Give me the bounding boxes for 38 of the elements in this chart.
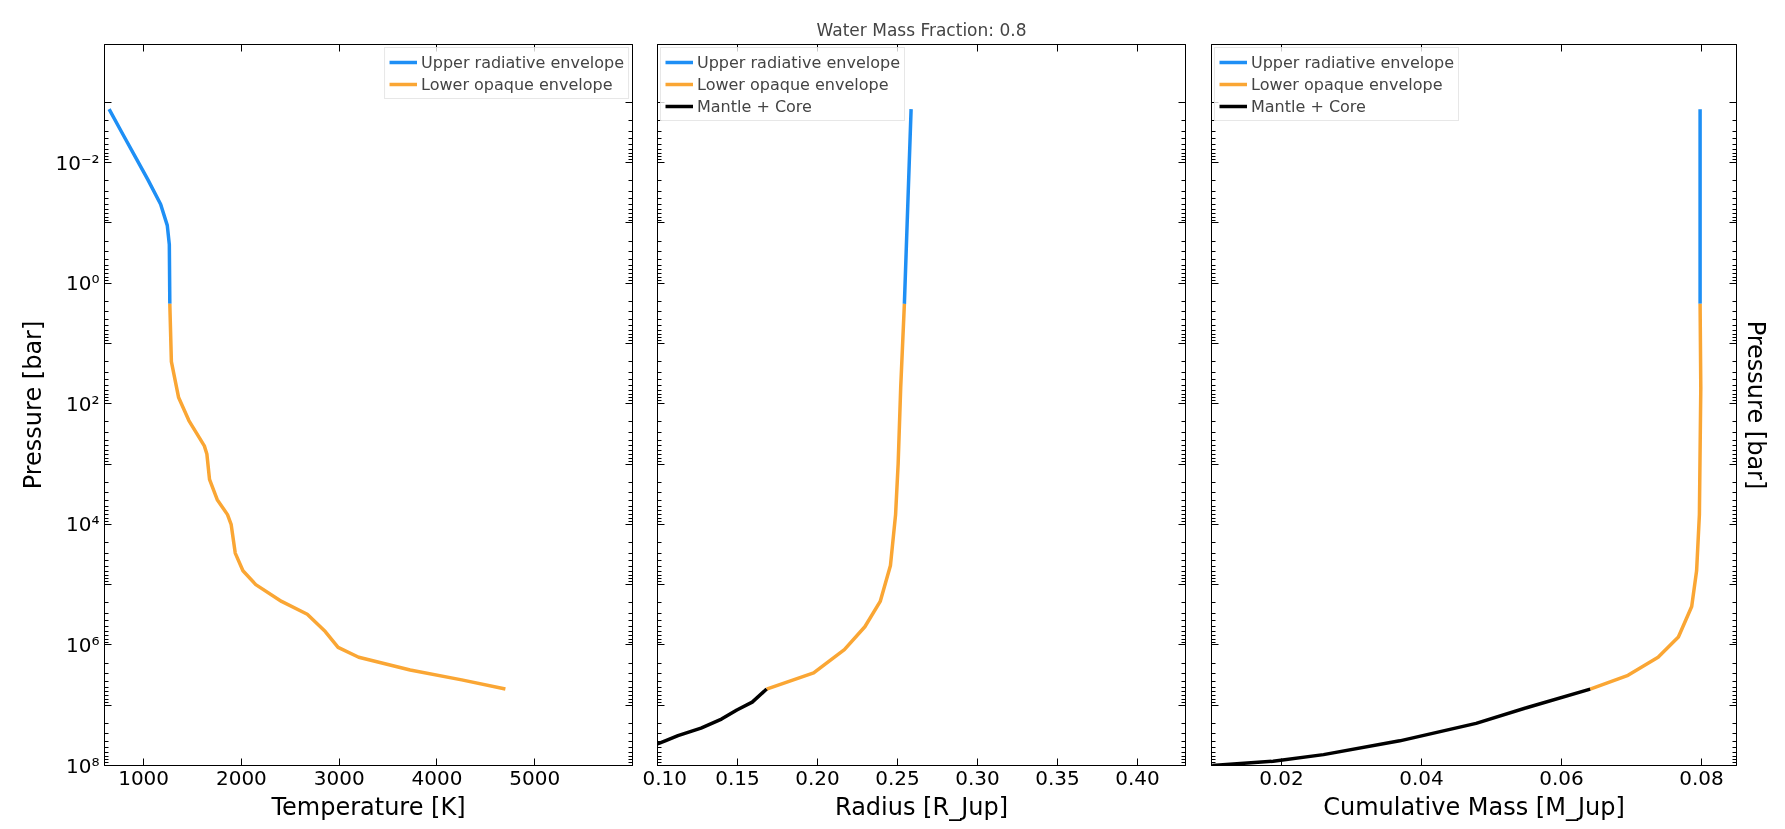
line-series [107,107,172,306]
x-tick-label: 5000 [509,765,561,790]
x-tick-label: 0.15 [715,765,760,790]
x-tick-label: 0.20 [795,765,840,790]
legend-label: Mantle + Core [1251,96,1366,116]
y-tick-label: 10⁴ [66,512,100,537]
legend-label: Upper radiative envelope [421,52,624,72]
x-tick-label: 0.10 [642,765,688,790]
x-tick-label: 0.30 [955,765,1000,790]
x-tick-label: 1000 [118,765,170,790]
chart-title: Water Mass Fraction: 0.8 [816,19,1027,40]
y-axis-title: Pressure [bar] [19,320,48,490]
y-tick-label: 10² [66,391,100,416]
x-tick-label: 0.35 [1035,765,1080,790]
legend-label: Mantle + Core [697,96,812,116]
x-tick-label: 3000 [313,765,365,790]
x-tick-label: 0.08 [1679,765,1724,790]
x-axis-title: Radius [R_Jup] [834,792,1009,821]
x-tick-label: 0.02 [1259,765,1304,790]
x-tick-label: 4000 [411,765,463,790]
line-series [168,302,508,691]
x-tick-label: 0.25 [875,765,920,790]
legend-label: Lower opaque envelope [1251,74,1443,94]
y-tick-label: 10⁸ [66,753,100,778]
y-tick-label: 10⁻² [55,150,100,175]
x-axis-title: Cumulative Mass [M_Jup] [1323,792,1625,821]
legend-label: Upper radiative envelope [1251,52,1454,72]
x-tick-label: 0.40 [1115,765,1160,790]
legend-label: Upper radiative envelope [697,52,900,72]
y2-axis-title: Pressure [bar] [1741,320,1770,490]
y-tick-label: 10⁶ [66,632,100,657]
x-tick-label: 0.04 [1399,765,1444,790]
legend-label: Lower opaque envelope [697,74,889,94]
x-tick-label: 2000 [215,765,267,790]
y-tick-label: 10⁰ [66,271,100,296]
x-tick-label: 0.06 [1539,765,1584,790]
legend-label: Lower opaque envelope [421,74,613,94]
x-axis-title: Temperature [K] [270,792,466,821]
